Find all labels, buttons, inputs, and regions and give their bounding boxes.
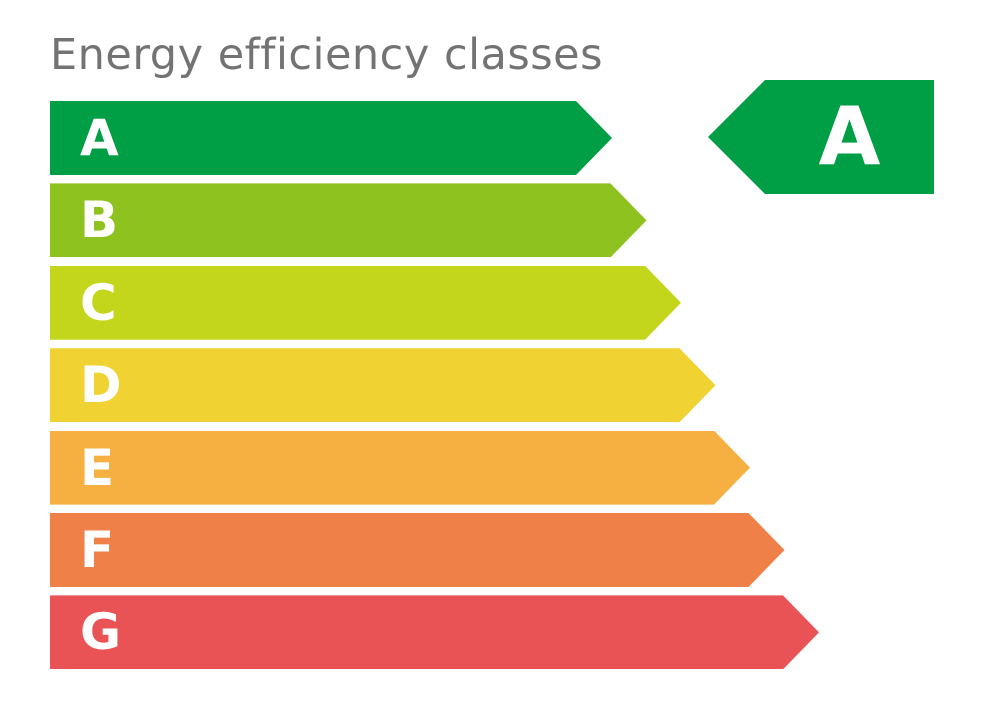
energy-class-bar-b: B [50,183,647,258]
energy-class-bar-d: D [50,348,716,423]
energy-class-label-c: C [80,273,117,332]
energy-class-bar-f: F [50,513,785,587]
chart-title: Energy efficiency classes [50,30,604,80]
rating-indicator-label: A [818,90,881,183]
energy-class-bar-c: C [50,265,681,340]
energy-class-bar-a: A [50,101,612,175]
energy-class-label-b: B [80,191,119,250]
energy-class-bar-e: E [50,430,750,505]
energy-class-label-a: A [80,109,119,167]
energy-class-label-f: F [80,521,115,579]
energy-class-label-d: D [80,356,122,415]
energy-class-label-e: E [80,438,115,497]
energy-class-label-g: G [80,603,122,662]
energy-class-bar-g: G [50,595,819,670]
rating-indicator-arrow: A [708,80,934,194]
